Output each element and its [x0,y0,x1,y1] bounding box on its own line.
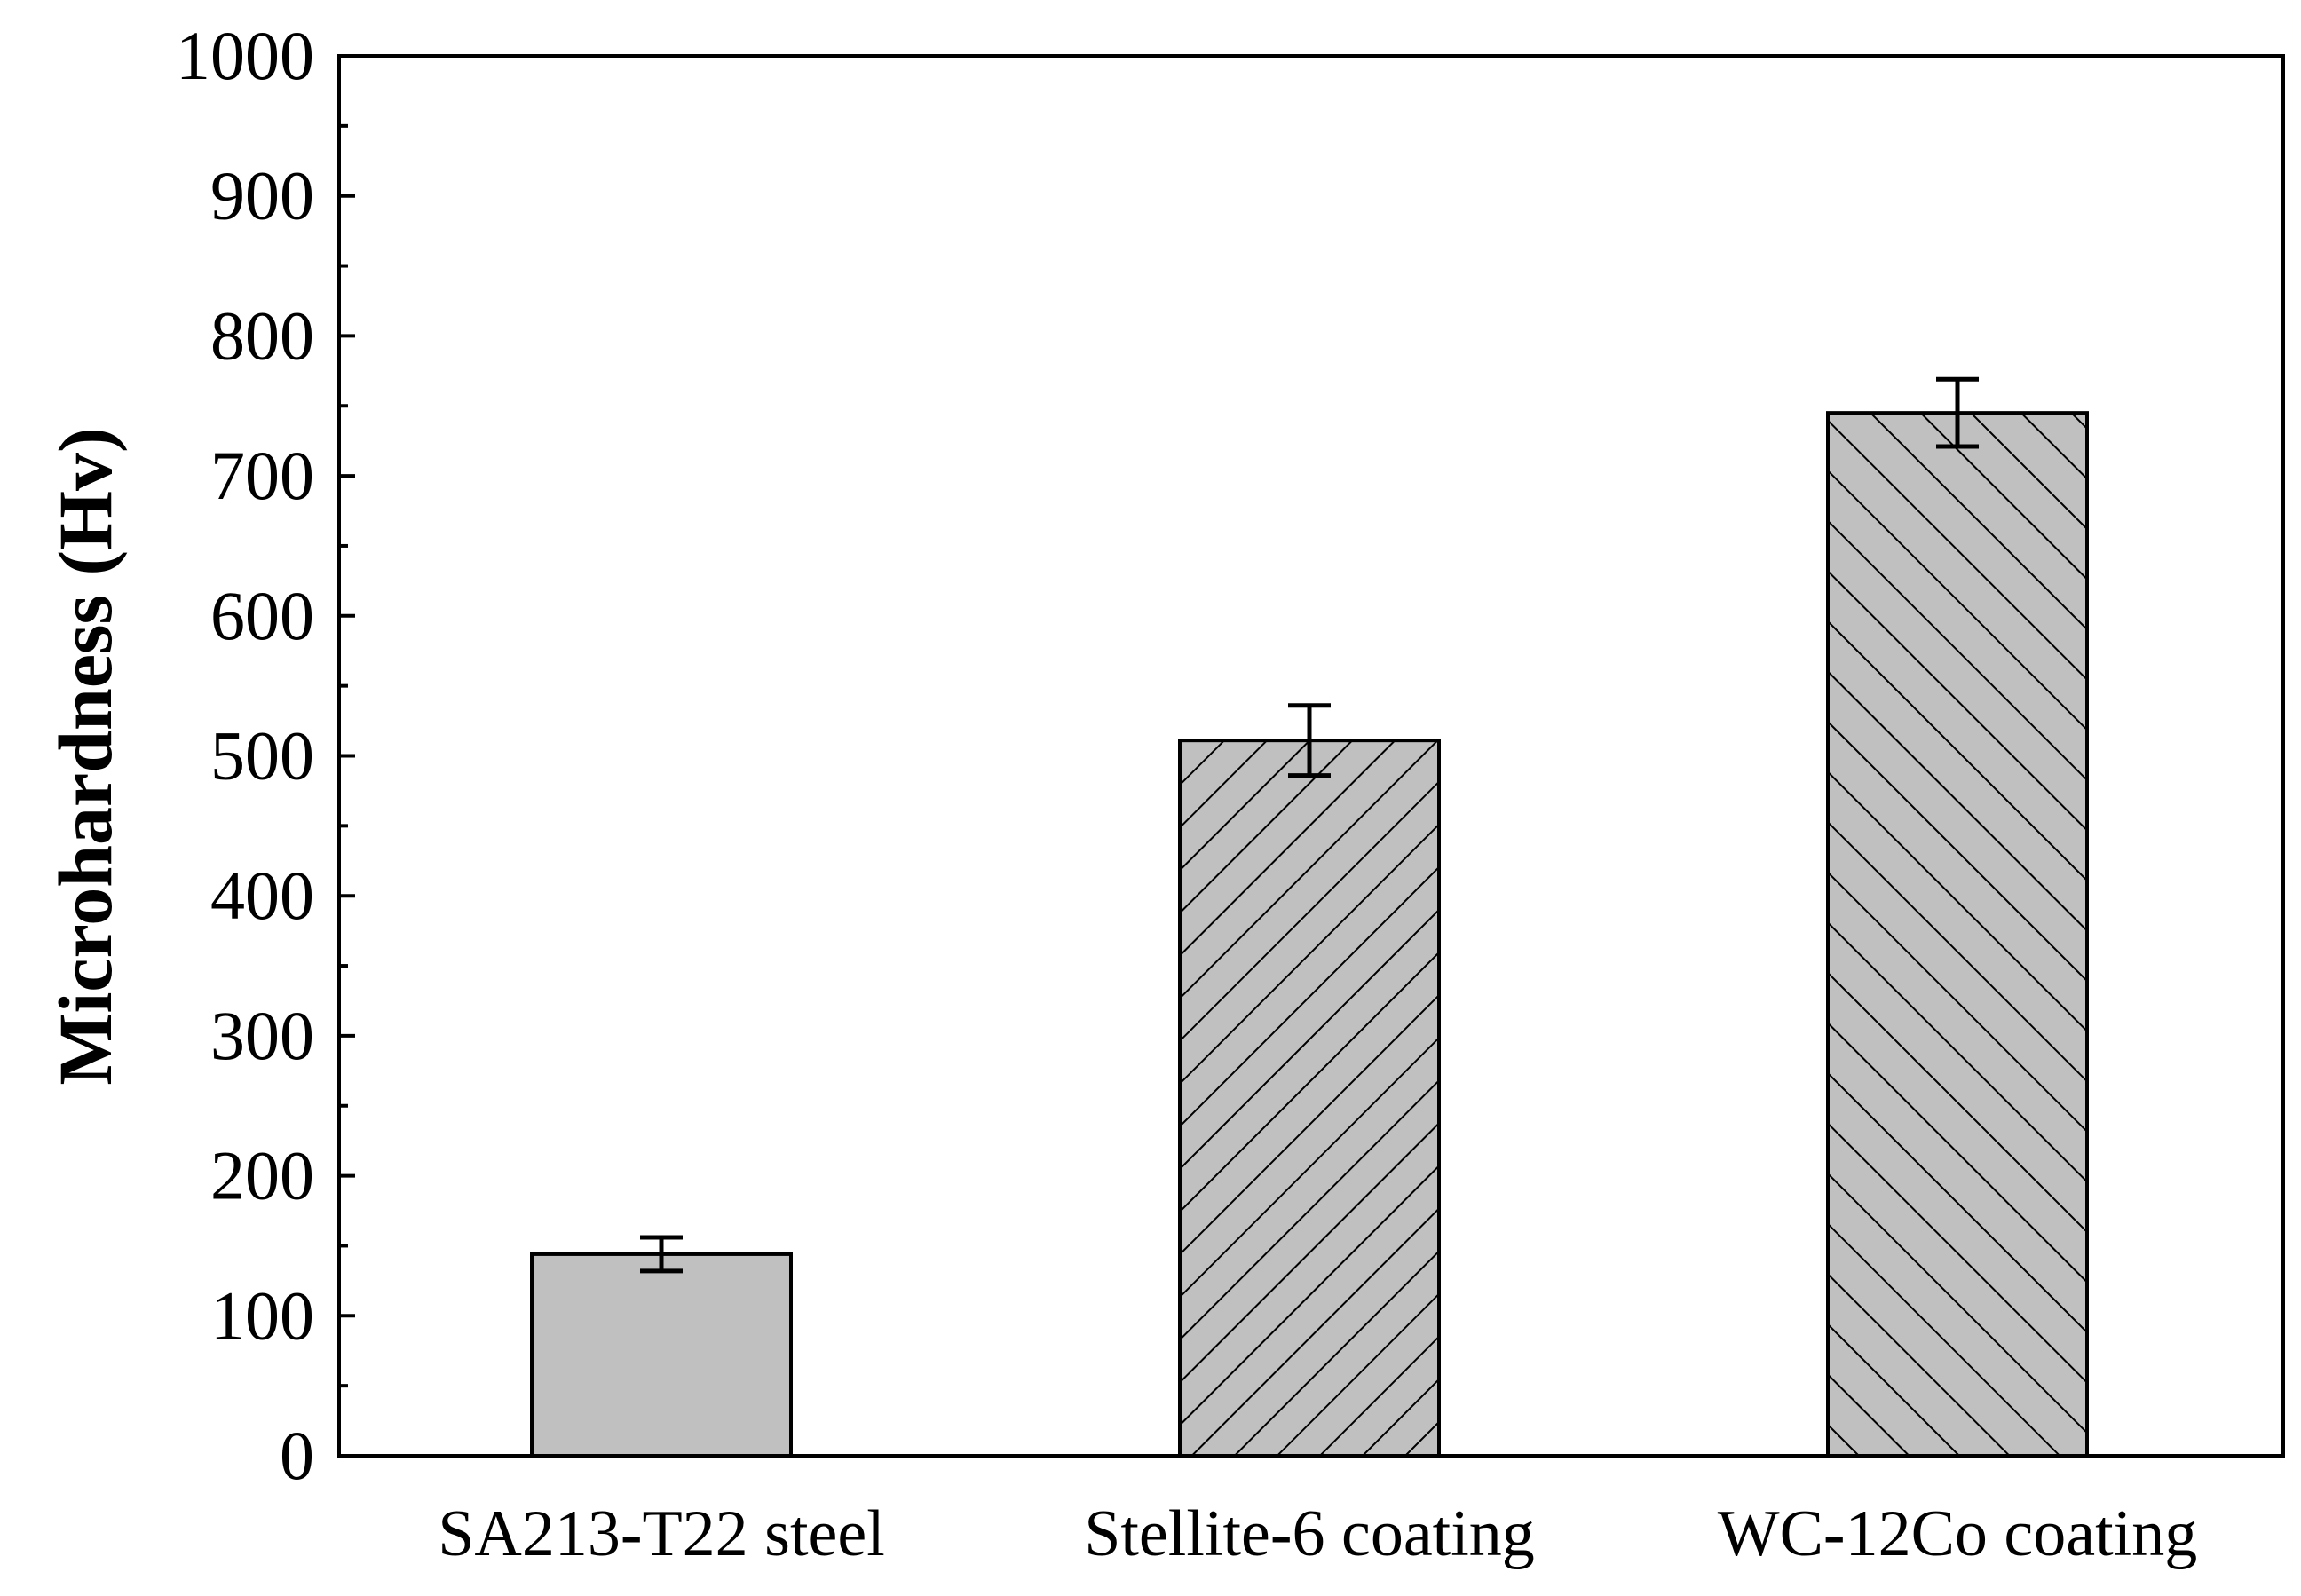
x-category-label: WC-12Co coating [1718,1497,2198,1570]
y-tick-label: 900 [210,157,314,234]
y-tick-label: 700 [210,437,314,514]
bar-1 [530,1252,793,1458]
y-tick-label: 0 [280,1417,314,1494]
x-category-label: Stellite-6 coating [1084,1497,1535,1570]
x-category-label: SA213-T22 steel [438,1497,885,1570]
y-tick-label: 300 [210,997,314,1074]
y-tick-label: 1000 [176,17,314,94]
y-tick-label: 400 [210,857,314,934]
y-tick-label: 800 [210,296,314,374]
y-tick-label: 100 [210,1276,314,1354]
bar-2 [1178,739,1441,1458]
y-axis-title: Microhardness (Hv) [43,427,128,1085]
y-tick-label: 500 [210,717,314,794]
y-tick-label: 600 [210,577,314,654]
y-tick-label: 200 [210,1137,314,1214]
bar-3 [1826,411,2089,1458]
